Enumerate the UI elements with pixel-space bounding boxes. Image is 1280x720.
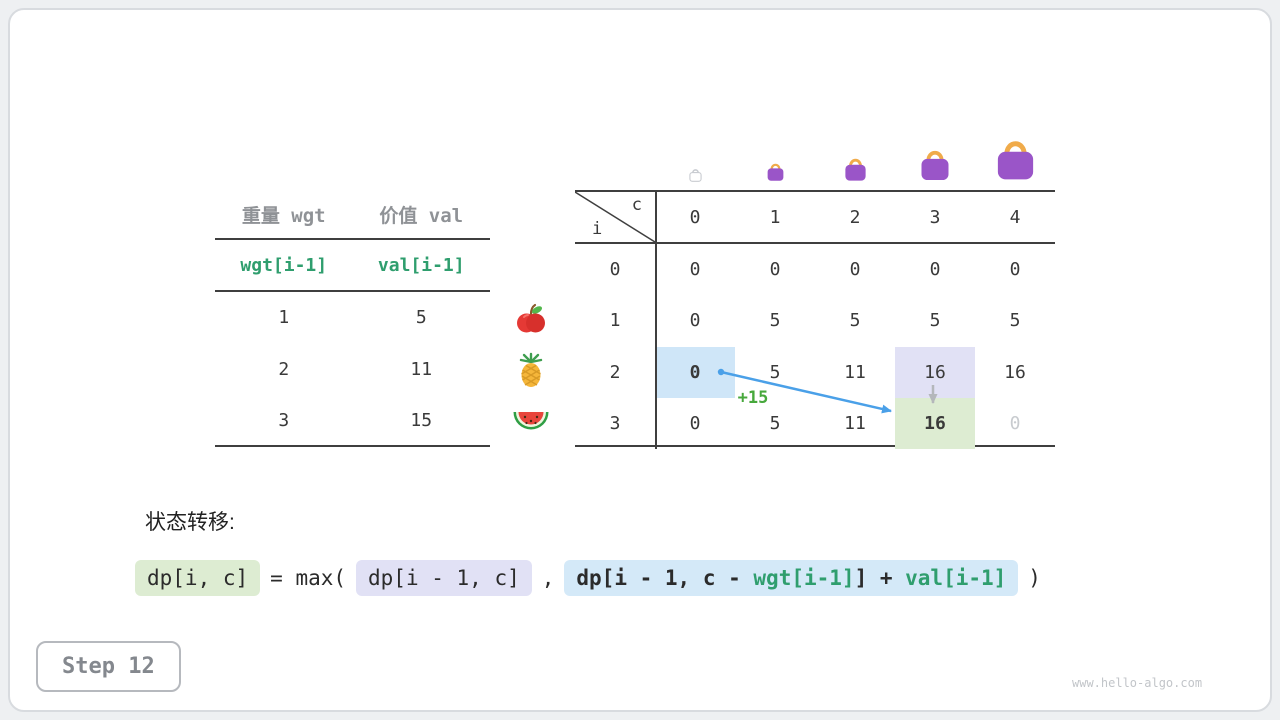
formula-arg2-part: ] + [854, 566, 906, 590]
dp-row: 3 0 5 11 16 0 [575, 397, 1055, 449]
bag-icon [975, 124, 1055, 184]
dp-cell: 0 [689, 259, 701, 281]
watermark: www.hello-algo.com [1072, 676, 1203, 690]
dp-row: 1 0 5 5 5 5 [575, 295, 1055, 346]
dp-cell: 0 [1009, 259, 1021, 281]
bag-icons [655, 124, 1055, 184]
dp-cell: 16 [1004, 361, 1026, 383]
items-header-val: 价值 val [379, 204, 464, 227]
formula-arg2: dp[i - 1, c - wgt[i-1]] + val[i-1] [564, 560, 1019, 596]
items-formula-wgt: wgt[i-1] [240, 254, 328, 276]
items-table-row: 3 15 [215, 395, 490, 447]
item-value: 15 [410, 410, 433, 432]
formula-eq-max: = max( [270, 566, 347, 590]
items-table-header: 重量 wgt 价值 val [215, 190, 490, 240]
dp-row: 0 0 0 0 0 0 [575, 244, 1055, 295]
dp-col-header: 2 [849, 206, 861, 228]
dp-col-header: 1 [769, 206, 781, 228]
bag-icon [895, 124, 975, 184]
dp-row-header: 0 [609, 259, 621, 281]
items-formula-row: wgt[i-1] val[i-1] [215, 240, 490, 292]
dp-row-header: 1 [609, 310, 621, 332]
formula-arg1: dp[i - 1, c] [356, 560, 532, 596]
dp-cell: 0 [769, 259, 781, 281]
item-weight: 1 [278, 307, 290, 329]
formula-arg2-part: val[i-1] [905, 566, 1007, 590]
items-table: 重量 wgt 价值 val wgt[i-1] val[i-1] 1 5 2 11 3 15 [215, 190, 490, 447]
dp-cell: 0 [929, 259, 941, 281]
dp-cell: 0 [1009, 412, 1021, 434]
dp-cell: 0 [849, 259, 861, 281]
dp-row-header: 3 [609, 412, 621, 434]
dp-cell: 11 [844, 412, 866, 434]
col-var-label: c [631, 195, 642, 215]
formula-lhs: dp[i, c] [135, 560, 261, 596]
dp-cell: 5 [1009, 310, 1021, 332]
dp-cell: 16 [895, 346, 975, 398]
dp-col-header: 3 [929, 206, 941, 228]
dp-col-header: 4 [1009, 206, 1021, 228]
dp-row-header: 2 [609, 361, 621, 383]
dp-cell: 0 [689, 412, 701, 434]
pineapple-icon [503, 344, 558, 395]
items-formula-val: val[i-1] [377, 254, 465, 276]
dp-row: 2 0 5 11 16 16 [575, 346, 1055, 398]
empty-bag-icon [655, 124, 735, 184]
transfer-value-label: +15 [737, 388, 769, 408]
items-header-wgt: 重量 wgt [241, 204, 326, 227]
dp-cell: 5 [769, 310, 781, 332]
formula-heading: 状态转移: [145, 511, 235, 534]
formula-close-paren: ) [1028, 566, 1041, 590]
watermelon-icon [503, 396, 558, 447]
apple-icon [503, 293, 558, 344]
formula-row: dp[i, c] = max( dp[i - 1, c] , dp[i - 1,… [135, 560, 1041, 596]
bag-icon [735, 124, 815, 184]
dp-cell: 16 [895, 397, 975, 449]
dp-table-divider [655, 192, 657, 449]
dp-body: 0 0 0 0 0 0 1 0 5 5 5 5 2 0 5 11 16 16 3 0 5 11 16 0 [575, 244, 1055, 449]
dp-cell: 5 [929, 310, 941, 332]
dp-cell: 0 [655, 346, 735, 398]
item-weight: 2 [278, 358, 290, 380]
formula-arg2-part: wgt[i-1] [753, 566, 855, 590]
dp-col-headers: 0 1 2 3 4 [655, 192, 1055, 242]
formula-comma: , [541, 566, 555, 590]
fruit-icons [503, 293, 558, 447]
dp-cell: 5 [849, 310, 861, 332]
dp-corner-cell: c i [575, 192, 655, 242]
dp-col-header: 0 [689, 206, 701, 228]
item-weight: 3 [278, 410, 290, 432]
dp-cell: 5 [769, 412, 781, 434]
row-var-label: i [592, 219, 603, 239]
item-value: 5 [415, 307, 427, 329]
corner-diagonal-line [575, 192, 655, 242]
items-table-row: 2 11 [215, 344, 490, 396]
formula-arg2-part: dp[i - 1, c - [576, 566, 754, 590]
dp-cell: 0 [689, 310, 701, 332]
step-badge: Step 12 [36, 641, 181, 692]
dp-header-row: c i 0 1 2 3 4 [575, 192, 1055, 244]
item-value: 11 [410, 358, 433, 380]
items-table-rows: 1 5 2 11 3 15 [215, 292, 490, 447]
dp-cell: 11 [844, 361, 866, 383]
bag-icon [815, 124, 895, 184]
